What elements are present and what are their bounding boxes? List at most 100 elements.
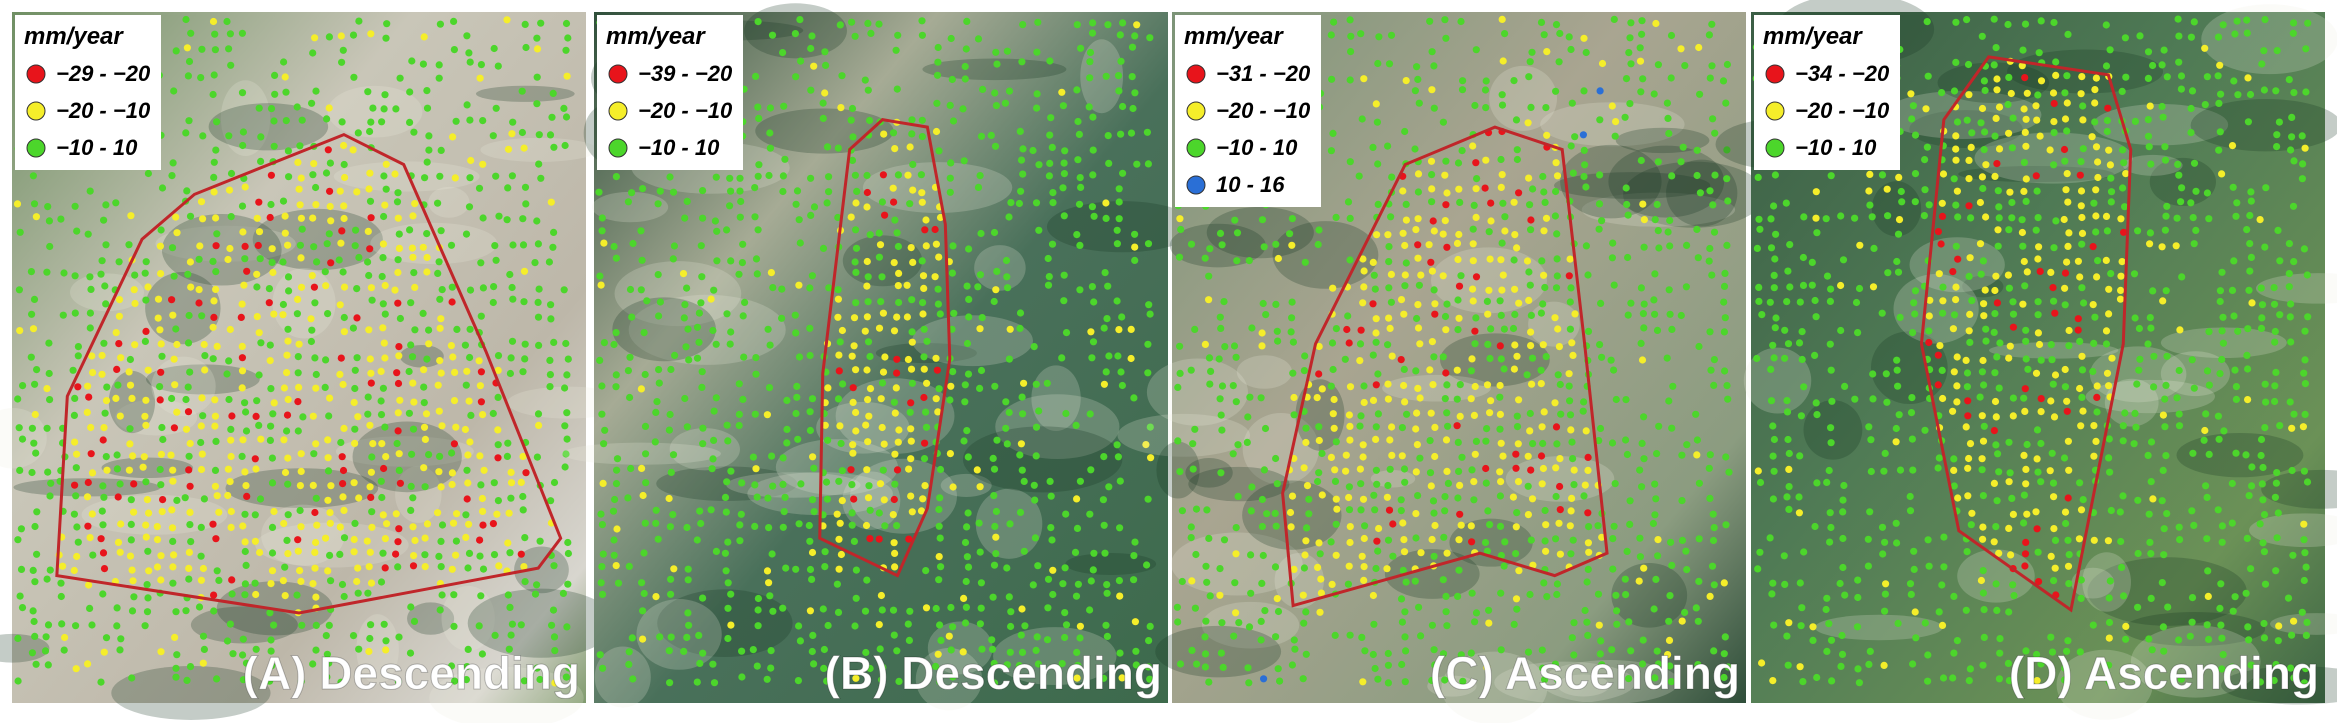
measurement-point [1261, 424, 1270, 433]
measurement-point [1710, 581, 1718, 589]
measurement-point [1579, 407, 1587, 415]
measurement-point [1454, 296, 1462, 304]
measurement-point [1015, 661, 1023, 670]
measurement-point [1501, 213, 1509, 221]
measurement-point [187, 283, 195, 291]
measurement-point [876, 480, 885, 488]
measurement-point [1232, 524, 1240, 532]
measurement-point [875, 621, 883, 629]
measurement-point [1613, 620, 1621, 628]
measurement-point [295, 340, 303, 348]
measurement-point [737, 197, 745, 206]
measurement-point [862, 648, 870, 657]
measurement-point [1978, 32, 1986, 40]
measurement-point [2256, 520, 2264, 528]
measurement-point [450, 46, 458, 54]
measurement-point [1469, 297, 1477, 305]
measurement-point [325, 412, 333, 420]
measurement-point [268, 523, 277, 531]
measurement-point [1991, 310, 1999, 318]
measurement-point [531, 590, 540, 598]
measurement-point [779, 454, 787, 462]
measurement-point [411, 536, 419, 545]
measurement-point [946, 396, 954, 404]
measurement-point [1272, 633, 1280, 641]
measurement-point [14, 677, 22, 685]
measurement-point [1724, 663, 1732, 671]
measurement-point [408, 57, 416, 65]
measurement-point [141, 269, 149, 277]
measurement-point [505, 645, 513, 653]
measurement-point [1895, 216, 1904, 224]
measurement-point [1274, 607, 1283, 616]
measurement-point [2203, 367, 2212, 375]
measurement-point [1049, 189, 1057, 197]
measurement-point [665, 494, 673, 503]
measurement-point [409, 379, 417, 387]
measurement-point [2247, 661, 2255, 669]
terrain-texture [614, 261, 742, 327]
measurement-point [863, 203, 871, 211]
measurement-point [284, 480, 292, 488]
measurement-point [1468, 355, 1476, 363]
measurement-point [683, 523, 691, 532]
terrain-texture [2249, 513, 2337, 548]
measurement-point [1331, 466, 1339, 474]
measurement-point [1566, 522, 1574, 530]
measurement-point [199, 412, 207, 420]
measurement-point [394, 563, 402, 571]
measurement-point [19, 382, 27, 390]
measurement-point [268, 258, 276, 266]
measurement-point [1822, 605, 1830, 614]
measurement-point [1570, 466, 1578, 474]
measurement-point [2214, 33, 2223, 41]
measurement-point [293, 310, 301, 318]
measurement-point [1088, 29, 1097, 37]
measurement-point [1344, 198, 1353, 206]
measurement-point [1567, 284, 1575, 292]
panel-label: (A) Descending [243, 647, 580, 699]
measurement-point [1652, 495, 1660, 503]
measurement-point [2022, 197, 2030, 205]
measurement-point [1397, 496, 1405, 504]
measurement-point [213, 230, 221, 238]
measurement-point [1978, 412, 1986, 420]
measurement-point [936, 465, 945, 474]
measurement-point [2022, 355, 2030, 363]
measurement-point [1400, 365, 1408, 373]
measurement-point [2301, 327, 2309, 335]
measurement-point [2248, 463, 2256, 471]
measurement-point [1706, 592, 1714, 601]
measurement-point [637, 286, 645, 294]
measurement-point [1428, 48, 1436, 56]
measurement-point [2074, 315, 2082, 323]
measurement-point [169, 537, 177, 546]
measurement-point [408, 353, 417, 361]
measurement-point [1892, 519, 1900, 527]
measurement-point [908, 116, 916, 124]
measurement-point [2289, 29, 2297, 37]
measurement-point [1909, 466, 1917, 474]
measurement-point [266, 341, 274, 349]
measurement-point [1994, 226, 2002, 234]
measurement-point [508, 283, 516, 292]
measurement-point [336, 370, 344, 378]
measurement-point [806, 324, 814, 332]
measurement-point [806, 537, 814, 545]
measurement-point [1650, 90, 1658, 98]
measurement-point [935, 522, 943, 530]
measurement-point [1720, 673, 1728, 682]
measurement-point [1385, 243, 1393, 251]
measurement-point [836, 422, 844, 430]
measurement-point [42, 633, 50, 641]
measurement-point [284, 325, 292, 333]
measurement-point [1721, 367, 1729, 375]
measurement-point [974, 283, 982, 291]
measurement-point [226, 30, 234, 38]
measurement-point [1854, 329, 1862, 337]
measurement-point [651, 438, 659, 446]
measurement-point [2219, 339, 2227, 347]
measurement-point [1910, 565, 1918, 574]
measurement-point [494, 366, 502, 374]
